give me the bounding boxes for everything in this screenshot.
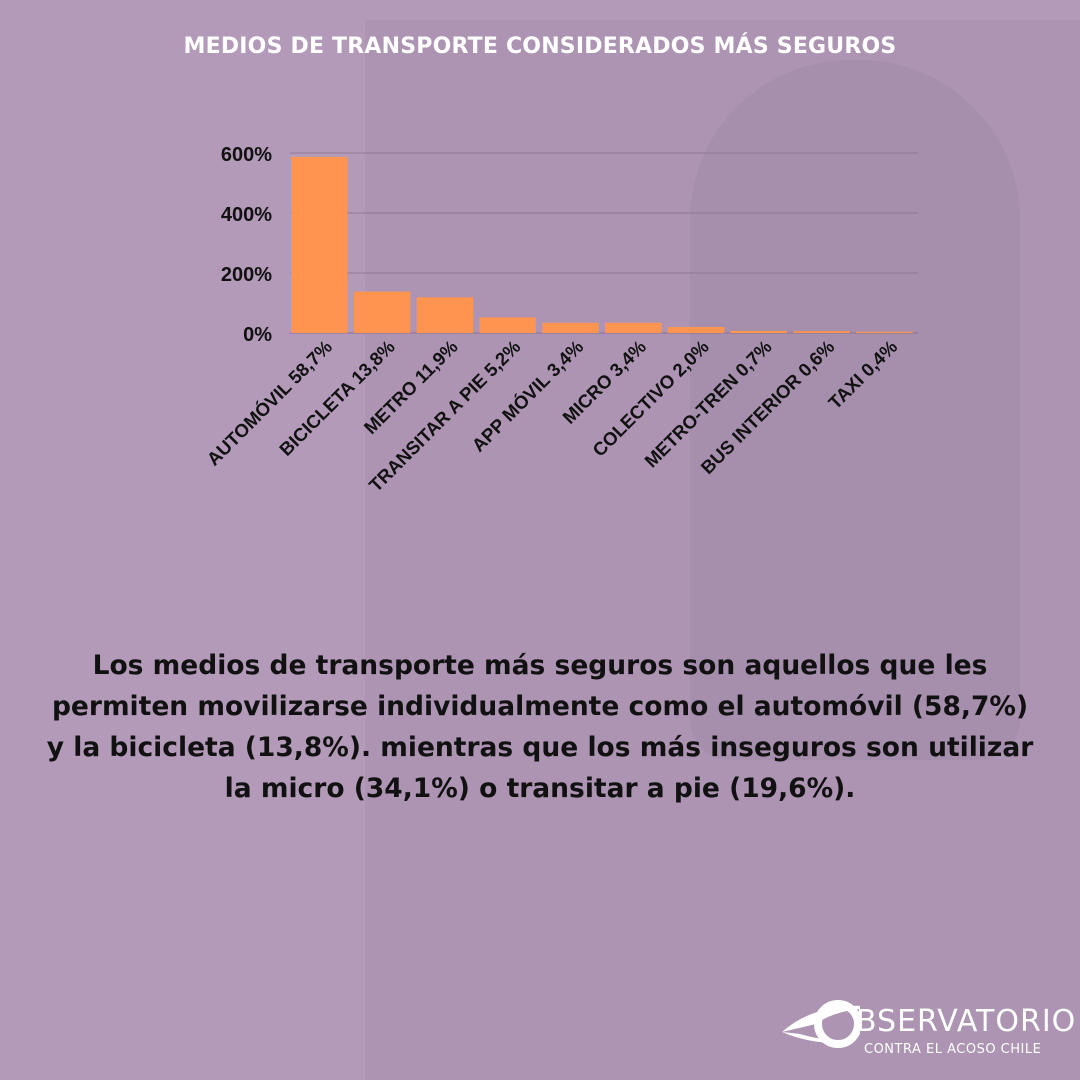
background-figure — [690, 60, 1020, 760]
y-tick-label: 400% — [221, 204, 272, 226]
logo-title: BSERVATORIO — [856, 1004, 1077, 1039]
bar — [856, 331, 913, 333]
x-tick-label: COLECTIVO 2,0% — [588, 336, 713, 461]
y-tick-label: 0% — [243, 324, 272, 346]
eye-logo-icon — [782, 1000, 860, 1048]
logo-subtitle: CONTRA EL ACOSO CHILE — [864, 1042, 1042, 1057]
x-tick-label: BICICLETA 13,8% — [275, 336, 399, 460]
bar — [479, 317, 536, 333]
page-title: MEDIOS DE TRANSPORTE CONSIDERADOS MÁS SE… — [183, 34, 897, 59]
bar — [730, 330, 788, 333]
background-photo — [365, 20, 1080, 1080]
logo: BSERVATORIO CONTRA EL ACOSO CHILE — [780, 992, 1075, 1067]
y-tick-label: 600% — [221, 144, 272, 166]
body-text: Los medios de transporte más seguros son… — [46, 650, 1034, 804]
bar — [416, 297, 474, 333]
y-tick-label: 200% — [221, 264, 272, 286]
bar-chart: 0%200%400%600%AUTOMÓVIL 58,7%BICICLETA 1… — [203, 144, 918, 496]
bar — [291, 156, 348, 333]
bar — [667, 327, 725, 333]
bar — [605, 322, 662, 333]
bar — [353, 291, 411, 333]
bar — [793, 331, 850, 333]
x-tick-label: TAXI 0,4% — [824, 336, 901, 413]
x-tick-label: APP MÓVIL 3,4% — [468, 336, 588, 456]
bar — [542, 322, 599, 333]
